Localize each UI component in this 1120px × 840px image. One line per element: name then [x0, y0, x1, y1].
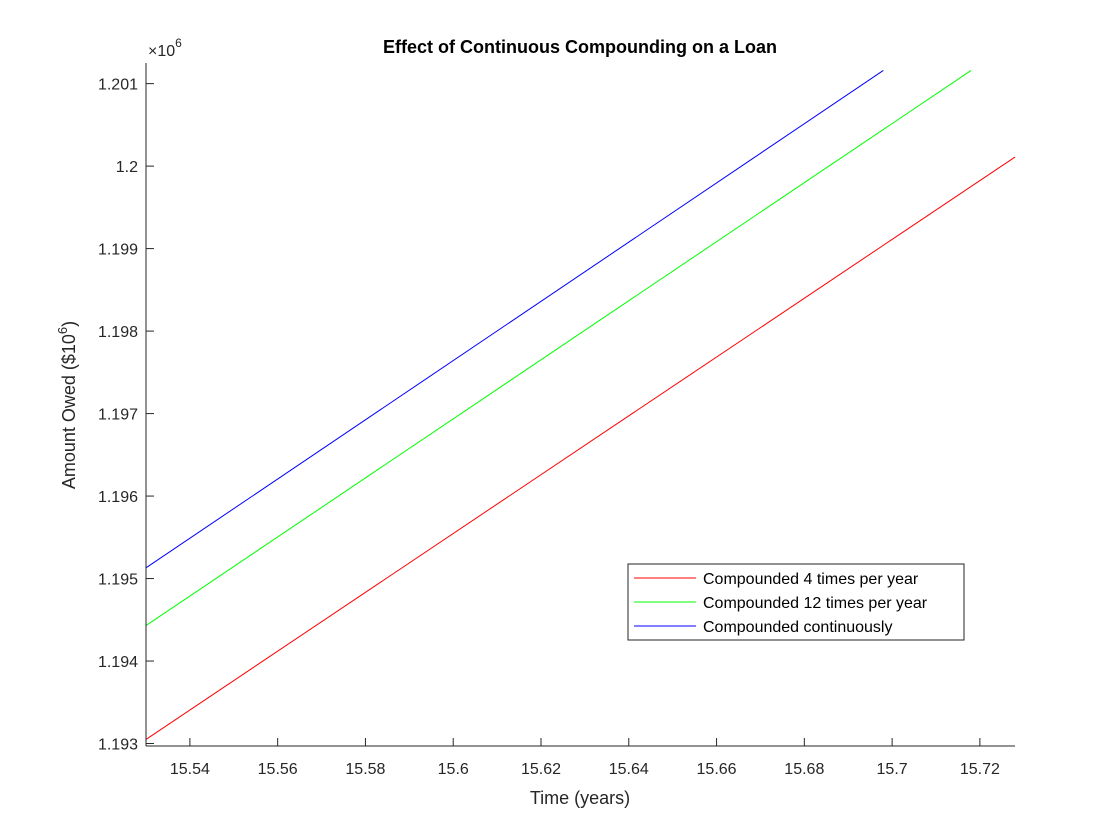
y-tick-label: 1.198 — [98, 324, 138, 341]
y-ticks: 1.193 1.194 1.195 1.196 1.197 1.198 1.199 1.2 1.… — [98, 77, 154, 754]
x-axis-label: Time (years) — [530, 788, 630, 808]
legend-entry-2: Compounded 12 times per year — [703, 595, 928, 612]
y-exponent-label: ×106 — [148, 36, 182, 60]
y-axis-label: Amount Owed ($106) — [55, 321, 79, 489]
x-tick-label: 15.56 — [258, 761, 298, 778]
y-tick-label: 1.199 — [98, 242, 138, 259]
x-tick-label: 15.54 — [170, 761, 210, 778]
x-tick-label: 15.62 — [521, 761, 561, 778]
x-tick-label: 15.6 — [438, 761, 469, 778]
chart-title: Effect of Continuous Compounding on a Lo… — [383, 37, 777, 57]
x-tick-label: 15.64 — [609, 761, 649, 778]
x-tick-label: 15.58 — [345, 761, 385, 778]
y-tick-label: 1.194 — [98, 654, 138, 671]
x-tick-label: 15.72 — [960, 761, 1000, 778]
legend-entry-3: Compounded continuously — [703, 619, 892, 636]
y-tick-label: 1.197 — [98, 407, 138, 424]
legend: Compounded 4 times per year Compounded 12… — [627, 563, 965, 641]
y-tick-label: 1.196 — [98, 489, 138, 506]
x-tick-label: 15.7 — [877, 761, 908, 778]
x-tick-label: 15.66 — [697, 761, 737, 778]
x-ticks: 15.54 15.56 15.58 15.6 15.62 15.64 15.66 15.68 1… — [170, 738, 1000, 778]
plot-area — [146, 63, 1015, 746]
series-line-3 — [145, 70, 884, 569]
series-layer — [145, 70, 1016, 740]
y-tick-label: 1.201 — [98, 77, 138, 94]
series-line-1 — [145, 156, 1016, 740]
legend-entry-1: Compounded 4 times per year — [703, 571, 919, 588]
y-tick-label: 1.193 — [98, 737, 138, 754]
y-tick-label: 1.2 — [116, 159, 138, 176]
series-line-2 — [145, 70, 972, 626]
y-tick-label: 1.195 — [98, 572, 138, 589]
x-tick-label: 15.68 — [784, 761, 824, 778]
